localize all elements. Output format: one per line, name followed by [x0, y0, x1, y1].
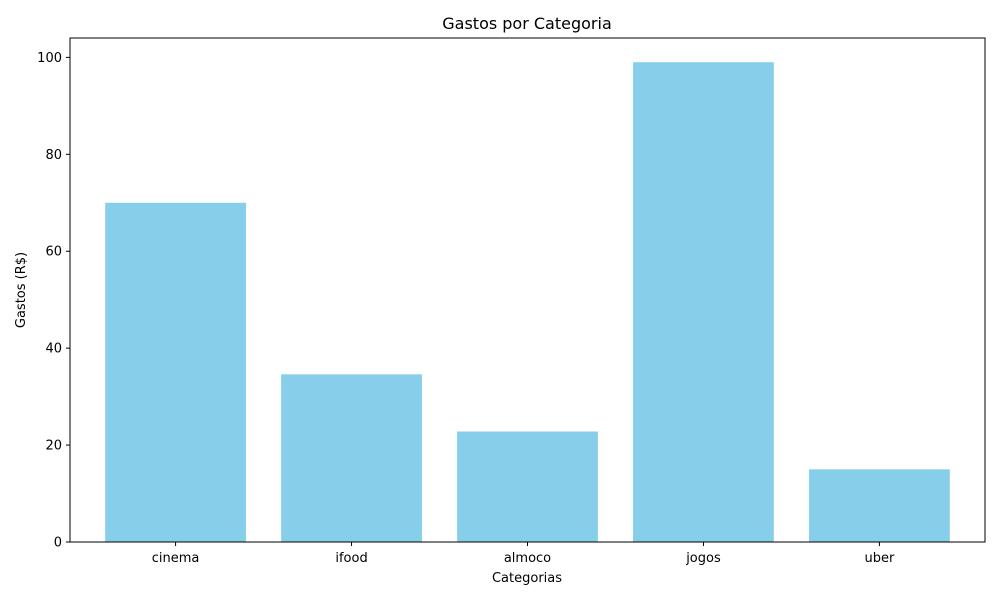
- y-tick-label: 80: [45, 148, 62, 163]
- bars-group: [105, 62, 950, 542]
- chart-title: Gastos por Categoria: [442, 14, 612, 33]
- x-tick-label: jogos: [685, 551, 721, 566]
- y-tick-label: 60: [45, 245, 62, 260]
- y-tick-label: 0: [54, 536, 62, 551]
- x-axis-label: Categorias: [492, 571, 562, 586]
- y-tick-label: 20: [45, 439, 62, 454]
- y-tick-label: 40: [45, 342, 62, 357]
- bar-cinema: [105, 202, 246, 542]
- bar-jogos: [633, 62, 774, 542]
- x-axis: cinema ifood almoco jogos uber: [152, 542, 895, 566]
- bar-almoco: [457, 431, 598, 542]
- x-tick-label: ifood: [335, 551, 367, 566]
- x-tick-label: uber: [865, 551, 895, 566]
- y-axis-label: Gastos (R$): [14, 252, 29, 328]
- x-tick-label: cinema: [152, 551, 200, 566]
- y-axis: 0 20 40 60 80 100: [37, 51, 70, 551]
- bar-uber: [809, 469, 950, 542]
- y-tick-label: 100: [37, 51, 62, 66]
- x-tick-label: almoco: [504, 551, 551, 566]
- bar-ifood: [281, 374, 422, 542]
